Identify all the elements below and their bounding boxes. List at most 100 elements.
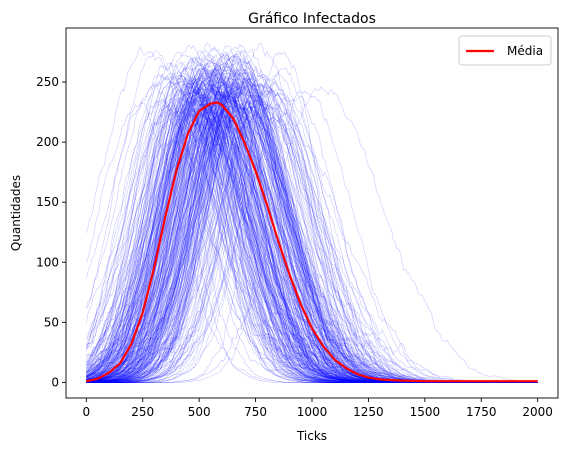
simulation-run-line [86,78,538,383]
simulation-run-line [86,110,538,383]
simulation-run-line [86,116,538,383]
simulation-run-line [86,93,538,383]
simulation-run-line [86,72,538,383]
simulation-run-line [86,73,538,383]
simulation-run-line [86,123,538,383]
simulation-run-line [86,83,538,383]
simulation-run-line [86,86,538,383]
simulation-run-line [86,104,538,383]
simulation-run-line [86,83,538,383]
simulation-run-line [86,107,538,383]
simulation-run-line [86,78,538,383]
x-tick-label: 500 [188,405,211,419]
simulation-run-line [86,100,538,383]
simulation-run-line [86,79,538,383]
simulation-run-line [86,73,538,383]
simulation-run-line [86,48,538,383]
simulation-run-line [86,87,538,383]
simulation-run-line [86,83,538,383]
simulation-run-line [86,68,538,383]
simulation-run-line [86,75,538,383]
simulation-run-line [86,77,538,383]
simulation-run-line [86,87,538,383]
simulation-run-line [86,112,538,383]
simulation-run-line [86,99,538,383]
simulation-runs [86,42,538,383]
simulation-run-line [86,103,538,383]
simulation-run-line [86,99,538,383]
simulation-run-line [86,60,538,383]
simulation-run-line [86,73,538,383]
simulation-run-line [86,103,538,383]
simulation-run-line [86,108,538,383]
simulation-run-line [86,60,538,383]
simulation-run-line [86,72,538,383]
simulation-run-line [86,75,538,383]
simulation-run-line [86,87,538,383]
simulation-run-line [86,80,538,383]
simulation-run-line [86,101,538,383]
legend: Média [458,35,552,66]
simulation-run-line [86,58,538,383]
simulation-run-line [86,80,538,383]
simulation-run-line [86,90,538,383]
simulation-run-line [86,73,538,383]
simulation-run-line [86,68,538,383]
simulation-run-line [86,109,538,383]
simulation-run-line [86,68,538,383]
simulation-run-line [86,107,538,383]
simulation-run-line [86,83,538,383]
simulation-run-line [86,51,538,383]
simulation-run-line [86,80,538,383]
simulation-run-line [86,71,538,383]
simulation-run-line [86,139,538,383]
simulation-run-line [86,42,538,383]
plot-area [86,42,538,383]
simulation-run-line [86,46,538,383]
simulation-run-line [86,107,538,383]
simulation-run-line [86,50,538,383]
simulation-run-line [86,49,538,383]
simulation-run-line [86,71,538,383]
simulation-run-line [86,86,538,383]
simulation-run-line [86,79,538,383]
simulation-run-line [86,99,538,383]
simulation-run-line [86,86,538,383]
x-tick-label: 2000 [522,405,553,419]
simulation-run-line [86,96,538,383]
legend-mean-label: Média [507,44,543,58]
simulation-run-line [86,86,538,383]
simulation-run-line [86,69,538,383]
simulation-run-line [86,51,538,383]
simulation-run-line [86,83,538,383]
simulation-run-line [86,56,538,383]
simulation-run-line [86,88,538,383]
simulation-run-line [86,95,538,383]
simulation-run-line [86,77,538,383]
simulation-run-line [86,75,538,383]
simulation-run-line [86,92,538,383]
simulation-run-line [86,85,538,383]
simulation-run-line [86,43,538,383]
y-tick-label: 0 [51,375,59,389]
simulation-run-line [86,110,538,383]
simulation-run-line [86,94,538,383]
simulation-run-line [86,108,538,383]
simulation-run-line [86,76,538,383]
simulation-run-line [86,62,538,383]
simulation-run-line [86,53,538,383]
simulation-run-line [86,95,538,383]
x-tick-label: 250 [131,405,154,419]
simulation-run-line [86,103,538,383]
simulation-run-line [86,92,538,383]
simulation-run-line [86,76,538,383]
x-tick-label: 1500 [410,405,441,419]
simulation-run-line [86,98,538,383]
simulation-run-line [86,71,538,383]
simulation-run-line [86,103,538,383]
simulation-run-line [86,106,538,383]
simulation-run-line [86,81,538,383]
mean-series [86,101,538,383]
simulation-run-line [86,133,538,383]
